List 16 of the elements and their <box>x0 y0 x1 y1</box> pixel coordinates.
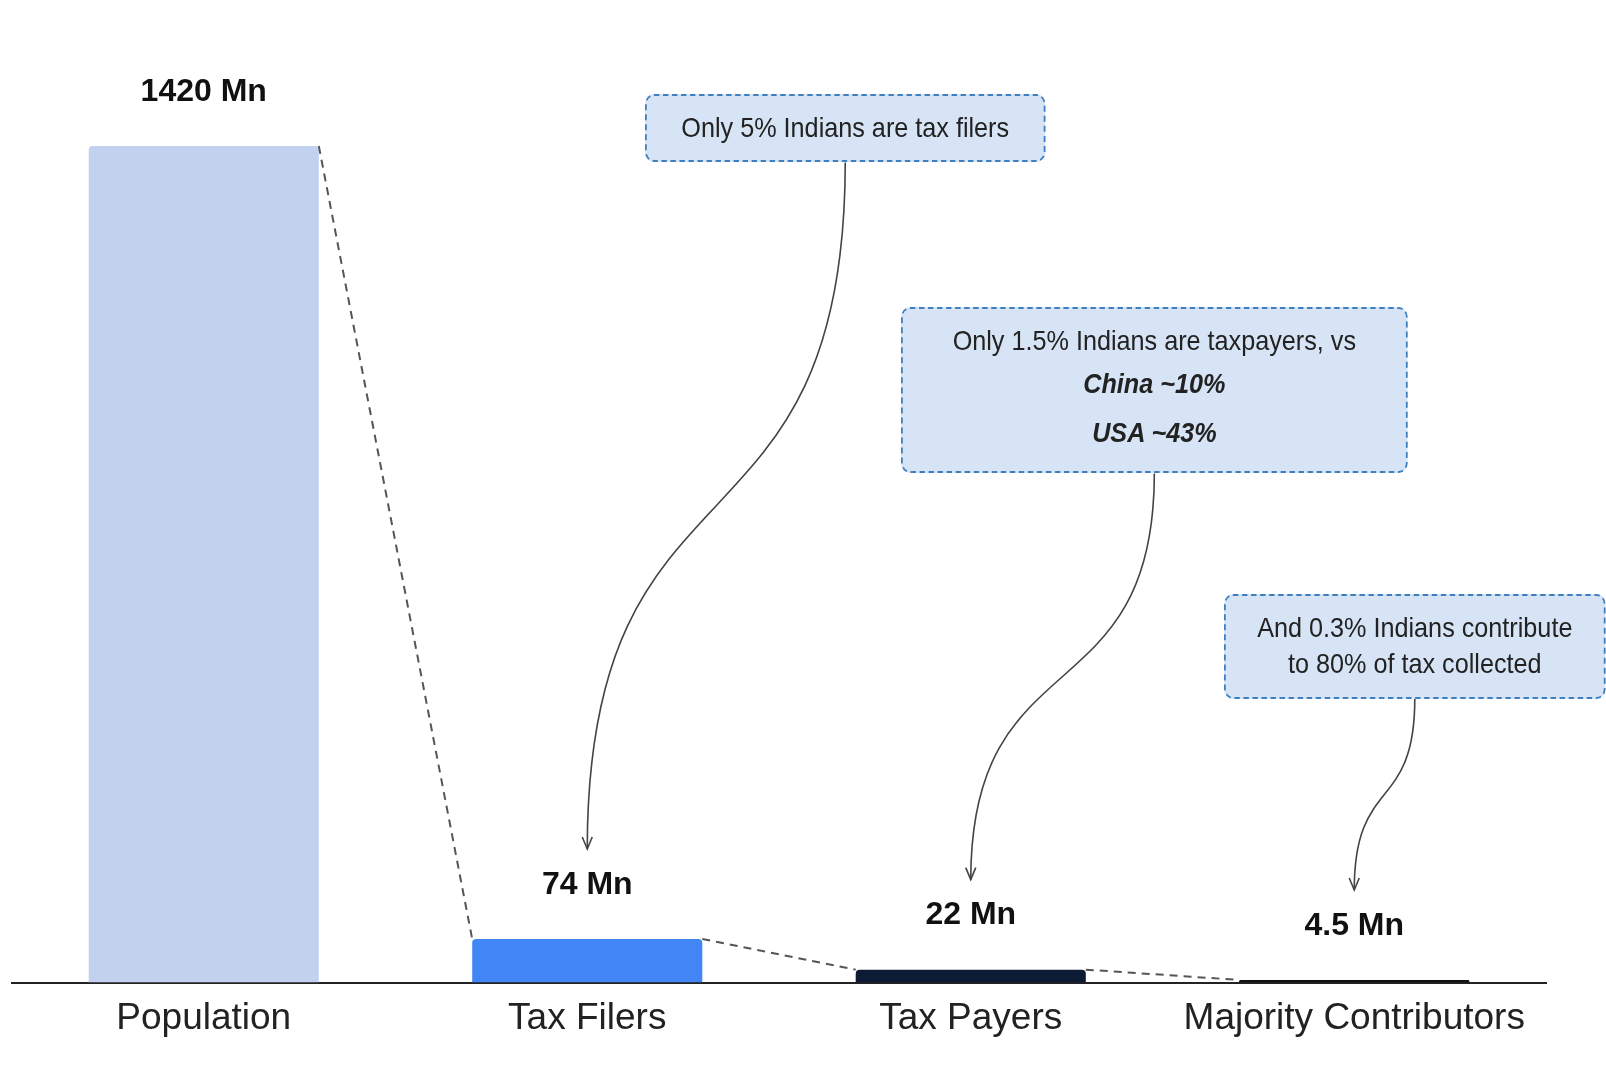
callout-box: Only 1.5% Indians are taxpayers, vs China ~10% USA ~43% <box>901 307 1408 474</box>
callout-box: And 0.3% Indians contribute to 80% of tax collected <box>1224 594 1606 699</box>
x-tick-label: Tax Filers <box>508 996 667 1037</box>
annotation: And 0.3% Indians contribute to 80% of tax collected <box>1256 611 1574 682</box>
data-label: 1420 Mn <box>140 71 267 108</box>
data-label: 4.5 Mn <box>1304 905 1405 942</box>
bar <box>855 969 1086 983</box>
bar <box>88 146 319 983</box>
data-label: 22 Mn <box>925 895 1017 932</box>
data-label: 74 Mn <box>541 864 633 901</box>
x-tick-label: Majority Contributors <box>1183 996 1525 1037</box>
annotation: Only 1.5% Indians are taxpayers, vs China ~10% USA ~43% <box>951 324 1358 451</box>
bar <box>472 939 703 983</box>
x-tick-label: Tax Payers <box>879 996 1063 1037</box>
x-tick-label: Population <box>116 996 292 1037</box>
callout-box: Only 5% Indians are tax filers <box>645 94 1046 163</box>
